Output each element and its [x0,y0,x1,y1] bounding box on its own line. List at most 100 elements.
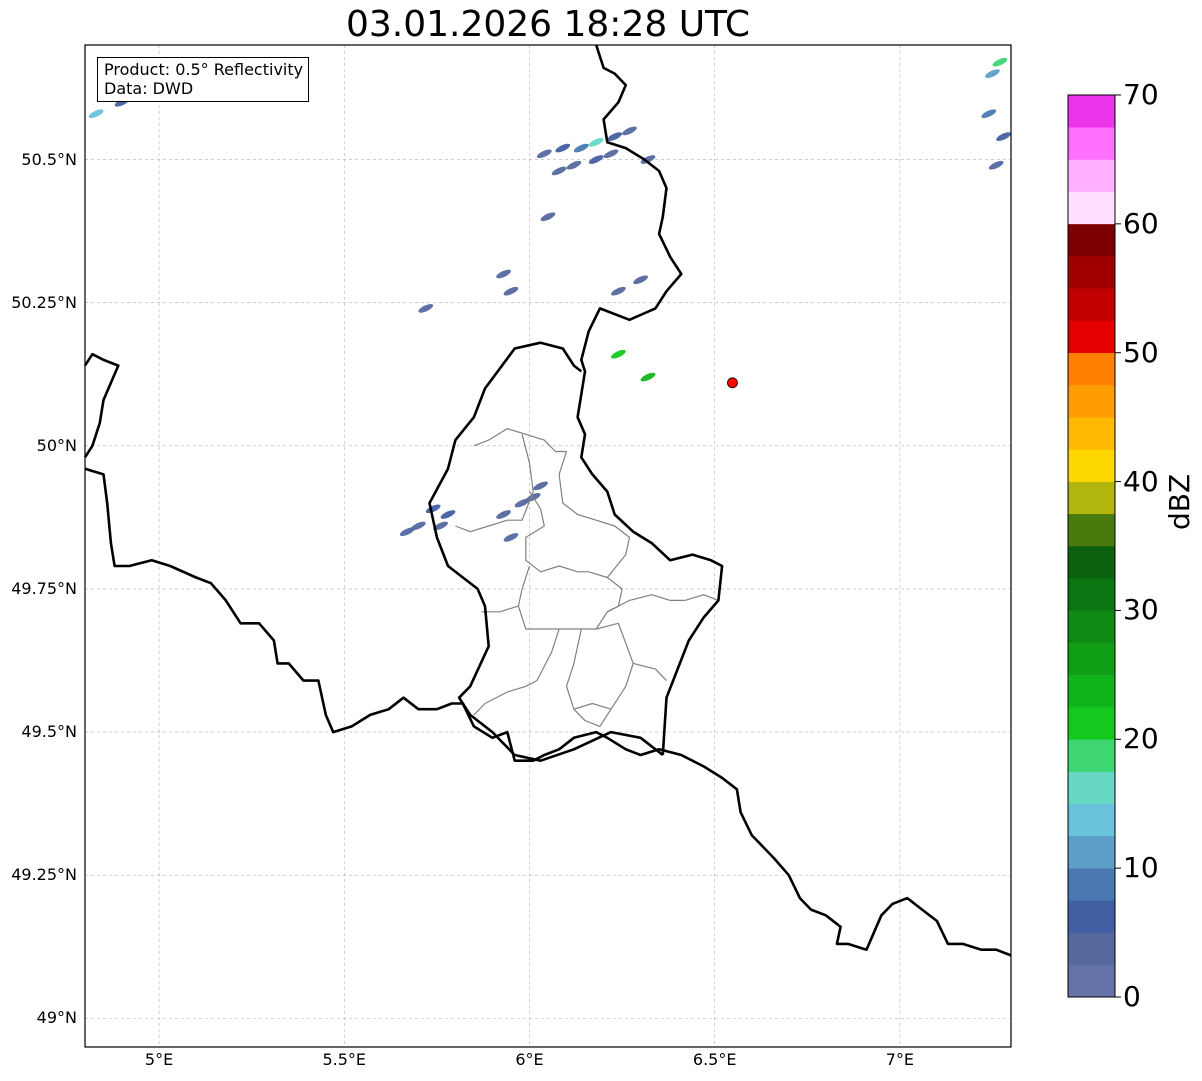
echo-cell [640,155,656,164]
country-border-line [428,341,664,763]
echo-cell [433,521,448,531]
echo-cell [996,132,1011,141]
colorbar-segment [1068,288,1115,321]
echo-cell [588,155,604,164]
echo-cell [992,57,1008,67]
canton-boundaries [455,428,719,728]
y-tick-label: 49.5°N [21,722,77,742]
colorbar-segment [1068,352,1115,386]
y-tick-label: 50°N [36,435,77,455]
echo-cell [496,510,511,519]
colorbar-segment [1068,803,1115,837]
colorbar-tick-label: 70 [1123,78,1159,111]
echo-cell [611,286,626,296]
colorbar-segment [1068,610,1115,643]
canton-boundary-line [573,708,612,728]
canton-boundary-line [473,628,560,716]
colorbar-segment [1068,513,1115,547]
echo-cell [88,109,104,119]
x-tick-label: 6.5°E [692,1050,737,1069]
echo-cell [514,498,530,508]
echo-cell [611,349,626,359]
canton-boundary-line [565,628,634,710]
reflectivity-echoes [88,57,1011,542]
y-tick-label: 50.25°N [11,292,77,312]
y-tick-label: 50.5°N [21,149,77,169]
canton-boundary-line [558,451,630,538]
colorbar-segment [1068,223,1115,257]
echo-cell [981,109,997,119]
colorbar-tick-label: 50 [1123,335,1159,369]
colorbar-segment [1068,868,1115,901]
echo-cell [555,143,571,153]
colorbar-segment [1068,964,1115,998]
colorbar-segment [1068,191,1115,225]
colorbar-segment [1068,900,1115,933]
colorbar-tick-label: 10 [1123,851,1159,885]
colorbar-segment [1068,932,1115,966]
echo-cell [425,504,441,514]
echo-cell [533,481,548,491]
map-title: 03.01.2026 18:28 UTC [345,4,751,45]
echo-cell [603,149,619,159]
echo-cell [496,269,511,279]
y-tick-label: 49.25°N [11,865,77,885]
canton-boundary-line [606,577,623,613]
echo-cell [640,372,656,382]
map-frame [84,44,1012,1048]
country-border-line [576,44,724,756]
echo-cell [551,166,567,176]
colorbar-frame [1067,94,1116,998]
echo-cell [440,510,456,519]
colorbar-segment [1068,578,1115,611]
colorbar-segment [1068,449,1115,482]
echo-cell [633,275,648,285]
x-tick-label: 7°E [885,1050,915,1069]
colorbar-segment [1068,256,1115,289]
colorbar-label: dBZ [1163,473,1196,530]
product-label: Product: 0.5° Reflectivity [104,60,304,79]
colorbar-segment [1068,320,1115,354]
echo-cell [410,521,426,531]
echo-cell [566,160,582,170]
canton-boundary-line [525,491,631,579]
echo-cell [588,137,604,147]
colorbar [1068,94,1121,998]
echo-cell [988,160,1004,170]
country-border-line [83,352,120,459]
echo-cell [573,143,589,153]
colorbar-segment [1068,674,1115,708]
echo-cell [503,533,519,542]
colorbar-tick-label: 0 [1123,980,1141,1013]
colorbar-segment [1068,127,1115,160]
colorbar-segment [1068,707,1115,740]
colorbar-segment [1068,95,1115,128]
echo-cell [622,126,637,136]
graticule [85,45,1011,1047]
y-tick-label: 49°N [36,1008,77,1028]
echo-cell [503,286,519,296]
colorbar-tick-label: 40 [1123,464,1159,498]
product-info-box: Product: 0.5° Reflectivity Data: DWD [97,57,310,102]
echo-cell [418,304,434,313]
country-borders [83,44,1012,957]
colorbar-segment [1068,739,1115,772]
colorbar-segment [1068,417,1115,450]
colorbar-tick-label: 30 [1123,593,1159,627]
x-tick-label: 5°E [144,1050,174,1069]
country-border-line [84,467,1012,957]
canton-boundary-line [455,434,534,533]
canton-boundary-line [473,428,567,453]
colorbar-segment [1068,771,1115,805]
colorbar-segment [1068,546,1115,579]
echo-cell [607,132,623,141]
x-tick-label: 5.5°E [322,1050,367,1069]
echo-cell [540,212,556,222]
canton-boundary-line [517,605,667,682]
colorbar-tick-label: 20 [1123,722,1159,756]
radar-site-dot [727,377,738,389]
colorbar-segment [1068,384,1115,418]
colorbar-tick-label: 60 [1123,206,1159,240]
x-tick-label: 6°E [515,1050,544,1069]
